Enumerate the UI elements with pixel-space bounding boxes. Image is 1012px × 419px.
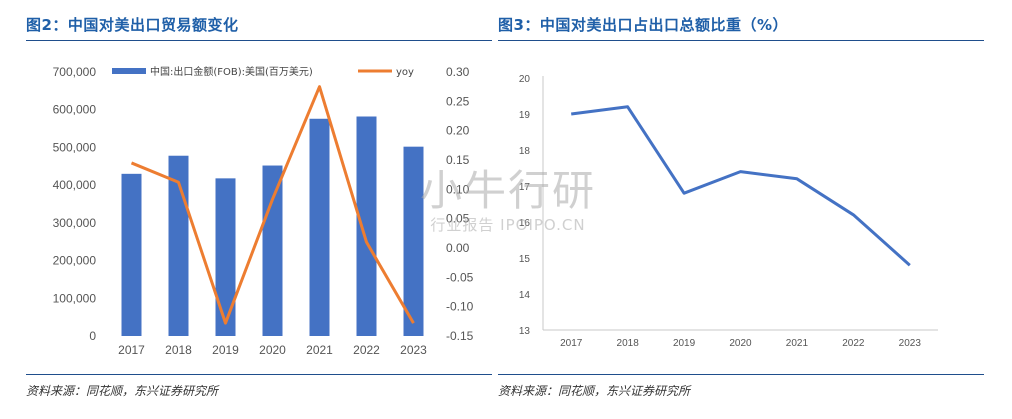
- share-y-tick-label: 20: [519, 74, 531, 85]
- right-y-tick-label: -0.05: [446, 270, 474, 284]
- share-x-tick-label: 2023: [899, 338, 922, 349]
- share-y-tick-label: 14: [519, 290, 531, 301]
- left-bottom-rule: [26, 374, 492, 375]
- right-y-tick-label: 0.10: [446, 182, 470, 196]
- left-y-tick-label: 0: [89, 329, 96, 343]
- export-value-bar: [403, 146, 424, 336]
- right-y-tick-label: 0.15: [446, 153, 470, 167]
- right-y-tick-label: 0.30: [446, 65, 470, 79]
- share-y-tick-label: 15: [519, 254, 531, 265]
- left-figure-panel: 图2：中国对美出口贸易额变化 0 100,000 200,000 300,000 400…: [0, 0, 492, 419]
- x-tick-label: 2019: [212, 343, 239, 357]
- export-value-bar: [121, 173, 142, 336]
- share-x-tick-label: 2021: [786, 338, 809, 349]
- export-value-bar: [309, 118, 330, 336]
- x-tick-label: 2021: [306, 343, 333, 357]
- right-source-note: 资料来源：同花顺，东兴证券研究所: [498, 384, 691, 398]
- left-y-tick-label: 700,000: [53, 65, 97, 79]
- right-figure-title: 图3：中国对美出口占出口总额比重（%）: [498, 16, 788, 34]
- x-tick-label: 2018: [165, 343, 192, 357]
- right-y-tick-label: -0.15: [446, 329, 474, 343]
- left-y-tick-label: 600,000: [53, 103, 97, 117]
- share-x-tick-label: 2022: [842, 338, 865, 349]
- right-y-tick-label: -0.10: [446, 300, 474, 314]
- share-x-tick-label: 2017: [560, 338, 583, 349]
- legend-swatch-bars: [112, 68, 146, 74]
- share-y-tick-label: 17: [519, 182, 531, 193]
- x-tick-label: 2020: [259, 343, 286, 357]
- export-value-bar: [262, 165, 283, 336]
- legend-label-yoy: yoy: [396, 67, 414, 78]
- left-source-note: 资料来源：同花顺，东兴证券研究所: [26, 384, 219, 398]
- export-value-bar: [215, 178, 236, 336]
- share-y-tick-label: 16: [519, 218, 531, 229]
- left-y-tick-label: 500,000: [53, 140, 97, 154]
- left-y-tick-label: 300,000: [53, 216, 97, 230]
- export-share-chart: 13 14 15 16 17 18 19 20 2017 2018 2019 2020 2021 2022…: [519, 74, 938, 349]
- right-figure-panel: 图3：中国对美出口占出口总额比重（%） 13 14 15 16 17 18 19 20 2017…: [494, 0, 1012, 419]
- right-top-rule: [498, 40, 984, 41]
- right-bottom-rule: [498, 374, 984, 375]
- share-y-tick-label: 13: [519, 326, 531, 337]
- export-value-bar: [356, 116, 377, 336]
- share-series-line: [571, 105, 911, 267]
- share-y-tick-label: 18: [519, 146, 531, 157]
- right-y-tick-label: 0.25: [446, 94, 470, 108]
- x-tick-label: 2023: [400, 343, 427, 357]
- left-top-rule: [26, 40, 492, 41]
- right-y-tick-label: 0.00: [446, 241, 470, 255]
- x-tick-label: 2022: [353, 343, 380, 357]
- share-y-tick-label: 19: [519, 110, 531, 121]
- share-x-tick-label: 2019: [673, 338, 696, 349]
- export-value-chart: 0 100,000 200,000 300,000 400,000 500,000 600,…: [53, 65, 474, 357]
- legend-label-bars: 中国:出口金额(FOB):美国(百万美元): [150, 65, 313, 78]
- share-x-tick-label: 2018: [617, 338, 640, 349]
- right-y-tick-label: 0.20: [446, 124, 470, 138]
- left-y-tick-label: 200,000: [53, 254, 97, 268]
- share-x-tick-label: 2020: [729, 338, 752, 349]
- left-figure-title: 图2：中国对美出口贸易额变化: [26, 16, 239, 34]
- right-y-tick-label: 0.05: [446, 212, 470, 226]
- left-y-tick-label: 100,000: [53, 291, 97, 305]
- x-tick-label: 2017: [118, 343, 145, 357]
- left-y-tick-label: 400,000: [53, 178, 97, 192]
